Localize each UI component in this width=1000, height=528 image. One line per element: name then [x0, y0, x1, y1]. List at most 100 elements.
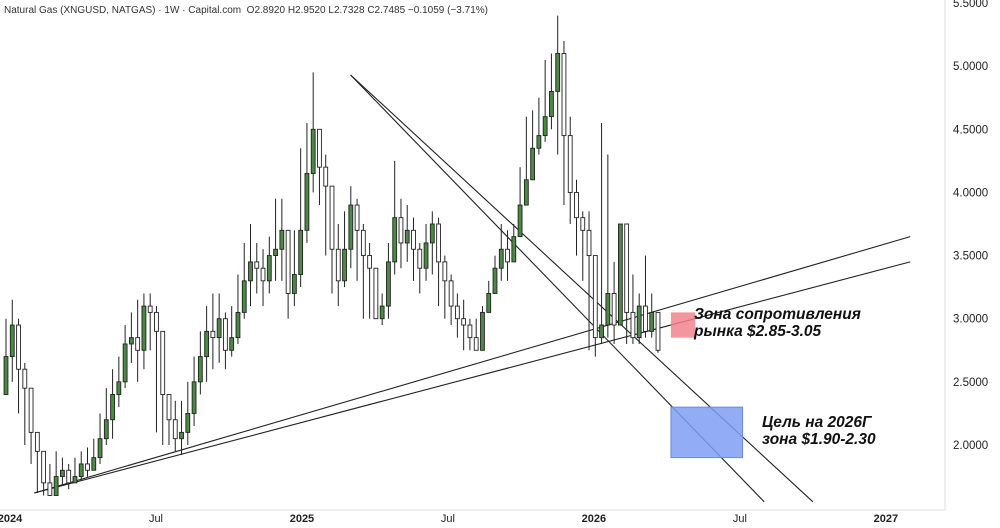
- candle[interactable]: [141, 293, 147, 370]
- candle[interactable]: [122, 325, 128, 389]
- candle[interactable]: [47, 463, 53, 496]
- candle[interactable]: [461, 299, 467, 351]
- candle[interactable]: [285, 229, 291, 319]
- candle[interactable]: [78, 451, 84, 481]
- candle[interactable]: [429, 211, 435, 275]
- candle[interactable]: [197, 331, 203, 395]
- candle[interactable]: [517, 167, 523, 238]
- candle[interactable]: [486, 280, 492, 313]
- candle[interactable]: [9, 299, 15, 382]
- candle[interactable]: [555, 15, 561, 155]
- candle[interactable]: [473, 318, 479, 351]
- candle[interactable]: [580, 211, 586, 281]
- candle[interactable]: [630, 274, 636, 344]
- candle[interactable]: [298, 148, 304, 288]
- candle[interactable]: [60, 457, 65, 486]
- candle[interactable]: [66, 463, 72, 490]
- candle[interactable]: [643, 255, 648, 338]
- candle[interactable]: [624, 223, 630, 344]
- candle[interactable]: [655, 311, 661, 353]
- candle[interactable]: [279, 198, 285, 281]
- candle[interactable]: [611, 261, 617, 344]
- price-axis[interactable]: 5.5000 5.0000 4.5000 4.0000 3.5000 3.0000 2.50…: [953, 0, 988, 452]
- candle[interactable]: [379, 293, 385, 326]
- candle[interactable]: [3, 318, 9, 395]
- candle[interactable]: [85, 447, 90, 477]
- candle[interactable]: [291, 230, 297, 307]
- candle[interactable]: [166, 394, 172, 445]
- candle[interactable]: [599, 122, 604, 344]
- candle[interactable]: [567, 116, 573, 224]
- candle[interactable]: [103, 388, 109, 445]
- candle[interactable]: [617, 223, 623, 326]
- candle[interactable]: [323, 154, 329, 256]
- candle[interactable]: [530, 110, 536, 181]
- candle[interactable]: [172, 400, 178, 452]
- candle[interactable]: [204, 306, 210, 382]
- candle[interactable]: [417, 242, 423, 294]
- candle[interactable]: [542, 59, 548, 142]
- candle[interactable]: [97, 413, 103, 464]
- target-zone[interactable]: [670, 406, 744, 459]
- candle[interactable]: [561, 40, 567, 206]
- candle[interactable]: [22, 362, 28, 445]
- trendline[interactable]: [34, 261, 911, 494]
- candle[interactable]: [116, 356, 122, 408]
- resistance-zone[interactable]: [670, 312, 696, 338]
- candle[interactable]: [592, 255, 598, 357]
- candle[interactable]: [34, 431, 40, 493]
- candle[interactable]: [91, 438, 97, 471]
- candle[interactable]: [223, 312, 228, 370]
- candle[interactable]: [549, 53, 554, 130]
- candle[interactable]: [28, 387, 34, 464]
- candle[interactable]: [317, 128, 322, 206]
- candle[interactable]: [342, 211, 347, 288]
- candle[interactable]: [586, 211, 592, 351]
- candle[interactable]: [505, 230, 510, 281]
- symbol-name[interactable]: Natural Gas (XNGUSD, NATGAS): [4, 5, 156, 16]
- candle[interactable]: [523, 116, 529, 206]
- candle[interactable]: [348, 186, 354, 269]
- candle[interactable]: [185, 381, 191, 445]
- candle[interactable]: [229, 306, 235, 357]
- candle[interactable]: [266, 236, 272, 294]
- candle[interactable]: [41, 450, 47, 496]
- candle[interactable]: [254, 242, 260, 294]
- candle[interactable]: [411, 217, 416, 281]
- candle[interactable]: [392, 160, 398, 275]
- candle[interactable]: [454, 293, 460, 338]
- candle[interactable]: [160, 330, 166, 445]
- candle[interactable]: [498, 224, 504, 281]
- candle[interactable]: [436, 217, 441, 307]
- trendline[interactable]: [34, 236, 911, 494]
- candle[interactable]: [480, 306, 485, 351]
- candle[interactable]: [241, 242, 247, 319]
- candle[interactable]: [248, 224, 253, 307]
- candle[interactable]: [210, 293, 216, 370]
- candle[interactable]: [360, 224, 366, 319]
- candle[interactable]: [442, 255, 448, 319]
- candle[interactable]: [574, 179, 579, 256]
- candle[interactable]: [310, 72, 316, 193]
- candle[interactable]: [373, 267, 379, 320]
- time-axis[interactable]: 2024 Jul 2025 Jul 2026 Jul 2027: [0, 513, 898, 525]
- candle[interactable]: [367, 242, 373, 319]
- candle[interactable]: [404, 205, 410, 262]
- candle[interactable]: [492, 255, 498, 294]
- candle[interactable]: [235, 274, 241, 344]
- candle[interactable]: [649, 293, 655, 338]
- candle[interactable]: [386, 242, 391, 319]
- candle[interactable]: [16, 318, 21, 414]
- candle[interactable]: [191, 356, 197, 427]
- candle[interactable]: [216, 293, 222, 363]
- candle[interactable]: [448, 274, 454, 326]
- candle[interactable]: [423, 224, 429, 281]
- candle[interactable]: [467, 318, 473, 351]
- candle[interactable]: [154, 306, 159, 433]
- candle[interactable]: [273, 198, 278, 281]
- interval[interactable]: 1W: [164, 5, 180, 16]
- candle[interactable]: [147, 293, 153, 351]
- candle[interactable]: [128, 312, 134, 363]
- candle[interactable]: [53, 451, 59, 496]
